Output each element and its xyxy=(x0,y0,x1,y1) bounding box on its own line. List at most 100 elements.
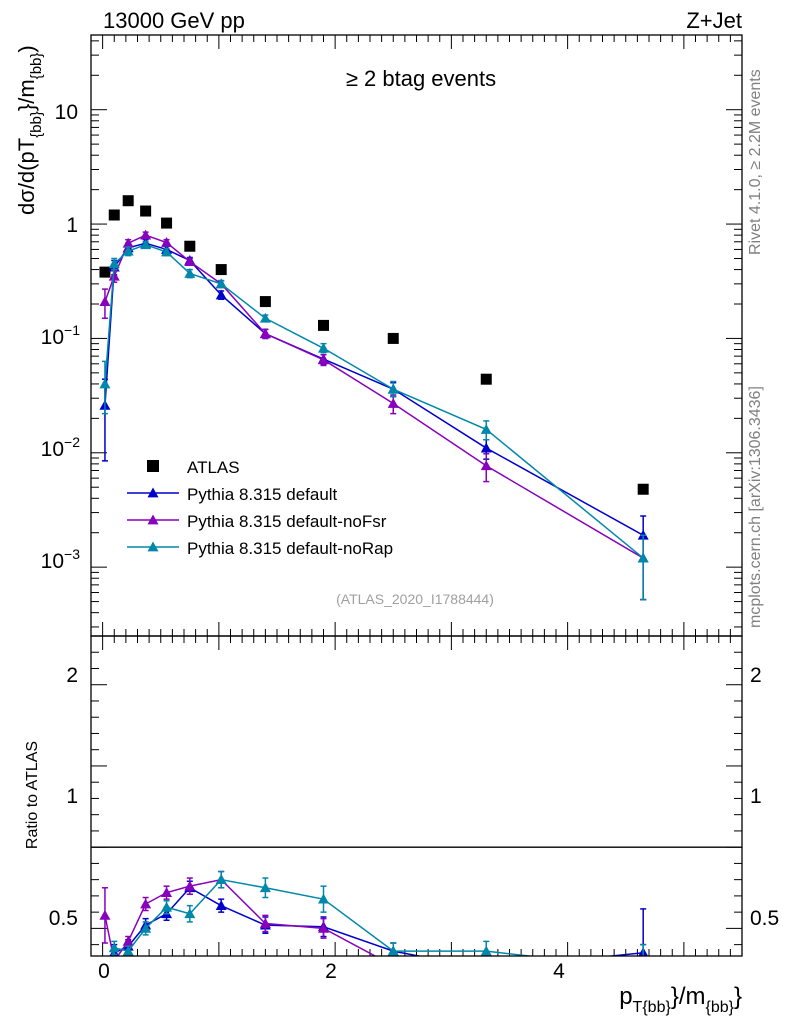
ratio-point-pythia-8-315-default-nofsr xyxy=(122,935,134,946)
data-point-atlas xyxy=(140,205,152,217)
ratio-point-pythia-8-315-default-nofsr xyxy=(388,960,399,970)
data-point-pythia-8-315-default-norap xyxy=(99,378,111,389)
legend-marker-pythia-8-315-default xyxy=(147,487,159,498)
ratio-point-pythia-8-315-default-norap xyxy=(140,922,152,933)
y-tick-0.01-base: 10 xyxy=(41,438,64,461)
data-point-pythia-8-315-default-norap xyxy=(215,278,227,289)
data-point-pythia-8-315-default-nofsr xyxy=(387,397,399,408)
legend-marker-atlas xyxy=(147,460,159,472)
data-point-atlas xyxy=(637,483,649,495)
ratio-point-pythia-8-315-default-norap xyxy=(318,893,329,904)
header-collision: 13000 GeV pp xyxy=(103,8,245,33)
data-point-pythia-8-315-default-norap xyxy=(140,239,152,250)
ratio-y-tick-label-2-right: 2 xyxy=(750,664,762,687)
rivet-version-label: Rivet 4.1.0, ≥ 2.2M events xyxy=(747,69,764,255)
x-tick-label-0: 0 xyxy=(98,960,110,983)
ylabel-part-2: {bb} xyxy=(28,111,45,138)
ratio-point-pythia-8-315-default-norap xyxy=(638,963,649,973)
ratio-panel-frame xyxy=(90,635,743,957)
legend-marker-pythia-8-315-default-nofsr xyxy=(147,514,159,525)
data-point-atlas xyxy=(184,240,196,252)
data-point-pythia-8-315-default-norap xyxy=(161,246,173,257)
legend-label-pythia-8-315-default-norap: Pythia 8.315 default-noRap xyxy=(187,539,393,558)
data-point-pythia-8-315-default-nofsr xyxy=(108,270,120,281)
y-tick-0.1-exp: −1 xyxy=(64,322,80,338)
data-point-pythia-8-315-default-norap xyxy=(108,258,120,269)
data-point-pythia-8-315-default-norap xyxy=(259,312,271,323)
data-point-atlas xyxy=(215,264,227,276)
data-point-pythia-8-315-default-nofsr xyxy=(259,328,271,339)
data-point-pythia-8-315-default-nofsr xyxy=(318,354,329,365)
x-tick-label-2: 2 xyxy=(325,960,337,983)
ylabel-part-4: {bb} xyxy=(28,53,45,80)
ratio-point-pythia-8-315-default-nofsr xyxy=(140,898,152,909)
ratio-y-tick-label-2-left: 2 xyxy=(66,664,78,687)
ratio-point-pythia-8-315-default-norap xyxy=(480,945,492,956)
plot-title: ≥ 2 btag events xyxy=(346,66,496,91)
ratio-point-pythia-8-315-default-norap xyxy=(122,945,134,956)
data-point-pythia-8-315-default-nofsr xyxy=(480,460,492,471)
y-tick-0.001-exp: −3 xyxy=(64,546,80,562)
ratio-point-pythia-8-315-default-norap xyxy=(215,874,227,885)
x-tick-label-4: 4 xyxy=(553,960,565,983)
ratio-panel-data xyxy=(91,846,742,1003)
ratio-point-pythia-8-315-default-norap xyxy=(108,942,120,953)
data-point-pythia-8-315-default-nofsr xyxy=(140,229,152,240)
xlabel-part-1: p xyxy=(619,983,632,1010)
data-point-atlas xyxy=(259,296,271,308)
ratio-point-pythia-8-315-default-nofsr xyxy=(318,922,329,933)
data-point-pythia-8-315-default-norap xyxy=(387,383,399,394)
xlabel-part-5: } xyxy=(734,983,742,1010)
data-point-pythia-8-315-default-nofsr xyxy=(161,236,173,247)
ratio-y-tick-label-1-right: 1 xyxy=(750,785,762,808)
data-point-pythia-8-315-default-norap xyxy=(318,342,329,353)
y-tick-0.001-base: 10 xyxy=(41,550,64,573)
analysis-id-label: (ATLAS_2020_I1788444) xyxy=(336,591,494,607)
ratio-y-tick-label-0.5-right: 0.5 xyxy=(750,907,779,930)
ratio-point-pythia-8-315-default-nofsr xyxy=(481,975,492,985)
data-point-pythia-8-315-default-norap xyxy=(637,552,649,563)
legend-label-pythia-8-315-default: Pythia 8.315 default xyxy=(187,485,338,504)
ratio-y-tick-label-0.5-left: 0.5 xyxy=(49,907,78,930)
data-point-pythia-8-315-default-norap xyxy=(480,423,492,434)
data-point-atlas xyxy=(108,209,120,221)
data-point-pythia-8-315-default-norap xyxy=(184,267,196,278)
y-tick-0.01-exp: −2 xyxy=(64,434,80,450)
series-line-pythia-8-315-default-nofsr xyxy=(104,234,644,559)
data-point-pythia-8-315-default-nofsr xyxy=(184,256,196,266)
data-point-pythia-8-315-default-norap xyxy=(122,245,134,256)
data-point-atlas xyxy=(387,332,399,344)
ratio-point-pythia-8-315-default-norap xyxy=(184,908,196,919)
data-point-atlas xyxy=(161,217,173,229)
ratio-point-pythia-8-315-default-norap xyxy=(161,901,173,912)
ratio-point-pythia-8-315-default xyxy=(481,963,492,973)
legend-label-atlas: ATLAS xyxy=(187,458,240,477)
ylabel-part-5: ) xyxy=(14,45,39,52)
data-point-pythia-8-315-default-nofsr xyxy=(99,296,111,306)
data-point-pythia-8-315-default-nofsr xyxy=(122,237,134,248)
y-tick-label-0.1: 10−1 xyxy=(41,322,81,349)
ratio-point-pythia-8-315-default xyxy=(215,900,227,911)
xlabel-part-3: }/m xyxy=(671,983,706,1010)
data-point-atlas xyxy=(99,266,111,278)
xlabel-part-4: {bb} xyxy=(706,999,735,1016)
data-point-atlas xyxy=(480,373,492,385)
mcplots-label: mcplots.cern.ch [arXiv:1306.3436] xyxy=(747,386,764,628)
ratio-point-pythia-8-315-default-norap xyxy=(387,945,399,956)
ratio-point-pythia-8-315-default-nofsr xyxy=(259,918,271,928)
legend-marker-pythia-8-315-default-norap xyxy=(147,541,159,552)
y-tick-0.1-base: 10 xyxy=(41,326,64,349)
xlabel-part-2: T{bb} xyxy=(633,999,672,1016)
ratio-point-pythia-8-315-default-nofsr xyxy=(161,887,173,898)
x-axis-label: pT{bb}}/m{bb}} xyxy=(619,983,742,1016)
ratio-point-pythia-8-315-default-norap xyxy=(99,986,110,996)
data-point-pythia-8-315-default xyxy=(480,442,492,453)
y-tick-label-1: 1 xyxy=(66,214,78,237)
ylabel-part-3: }/m xyxy=(14,79,39,111)
y-tick-label-0.01: 10−2 xyxy=(41,434,81,461)
ratio-point-pythia-8-315-default xyxy=(99,993,110,1003)
data-point-pythia-8-315-default xyxy=(215,289,227,300)
ylabel-part-1: dσ/d(pT xyxy=(14,138,39,215)
main-y-axis-label: dσ/d(pT{bb}}/m{bb}) xyxy=(14,45,45,215)
legend: ATLAS Pythia 8.315 default Pythia 8.315 de… xyxy=(127,458,393,558)
